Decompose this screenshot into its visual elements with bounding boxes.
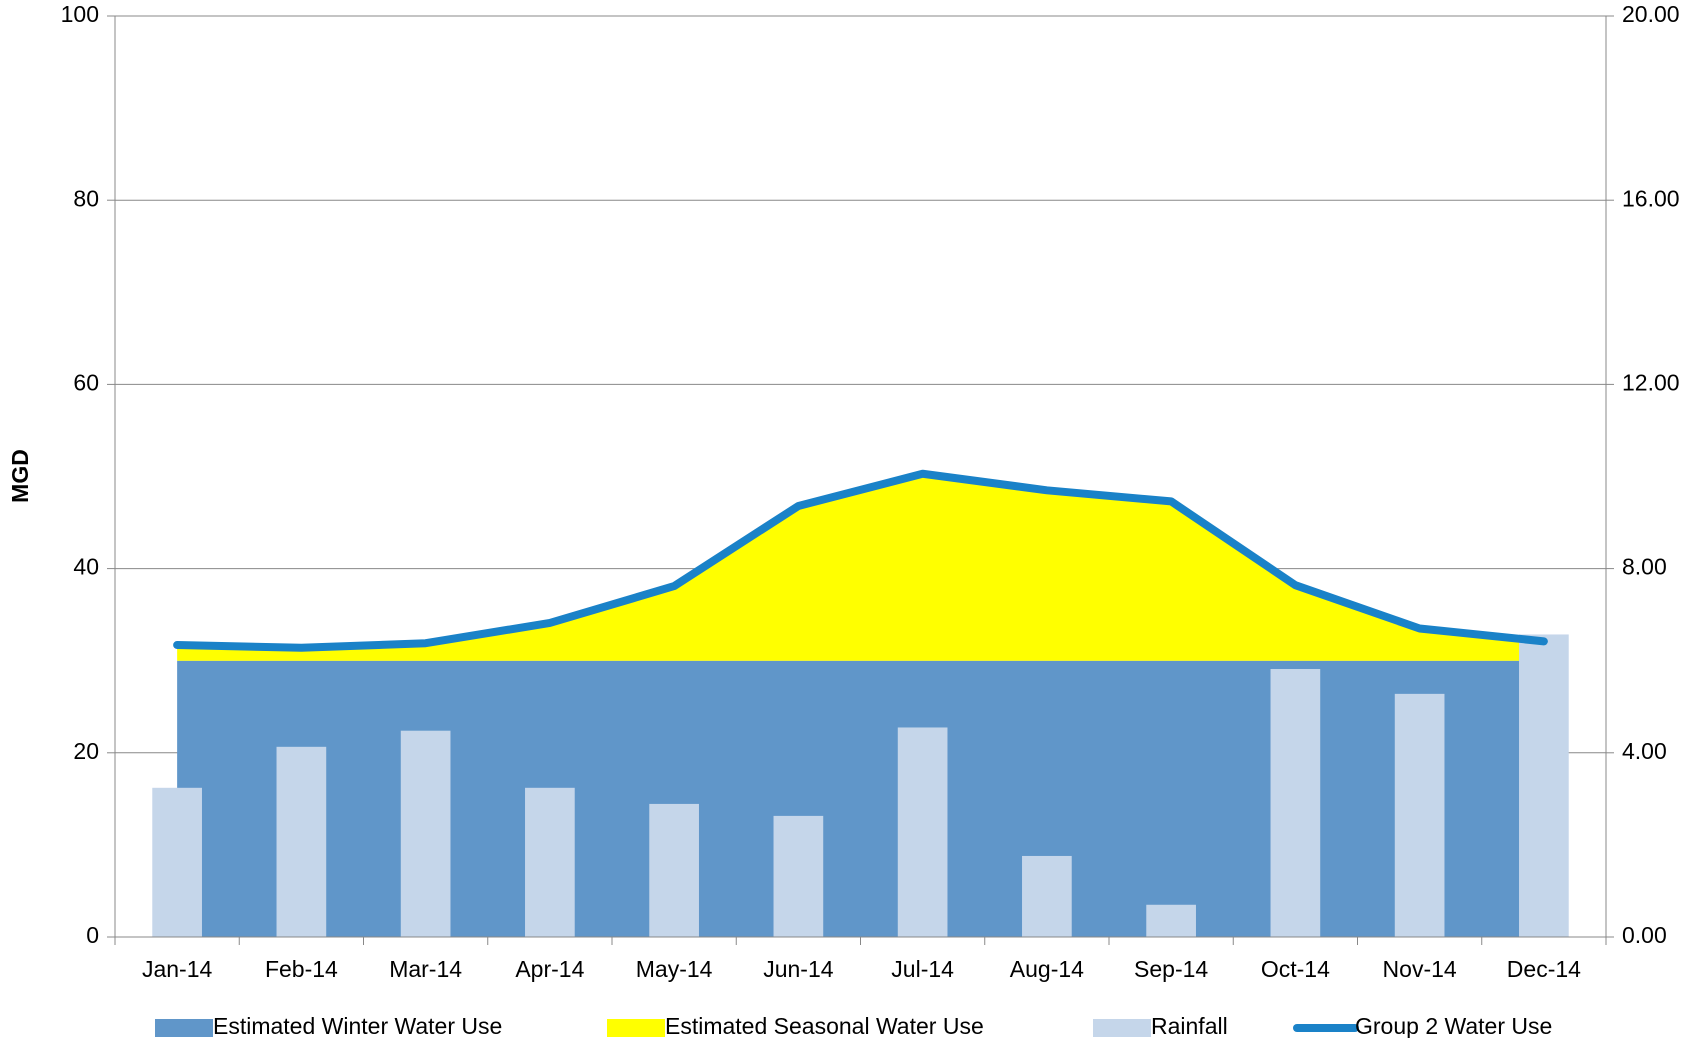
y-tick-label: 100 <box>61 1 99 27</box>
y-tick-label: 0 <box>86 922 99 948</box>
line <box>173 469 1548 652</box>
x-tick-label: May-14 <box>636 956 713 982</box>
bar <box>897 727 948 937</box>
x-tick-label: Nov-14 <box>1383 956 1457 982</box>
x-tick-label: Oct-14 <box>1261 956 1330 982</box>
legend-label: Estimated Seasonal Water Use <box>665 1013 984 1038</box>
bar <box>152 787 202 937</box>
legend-label: Group 2 Water Use <box>1355 1013 1552 1038</box>
bar <box>400 730 451 937</box>
x-tick-label: Jul-14 <box>891 956 954 982</box>
bar <box>1519 634 1569 937</box>
bar <box>773 815 824 937</box>
y-tick-label: 20 <box>73 738 99 764</box>
bar <box>525 787 575 937</box>
legend-swatch <box>155 1019 213 1037</box>
x-tick-label: Feb-14 <box>265 956 338 982</box>
x-tick-label: Mar-14 <box>389 956 462 982</box>
legend-label: Estimated Winter Water Use <box>213 1013 502 1038</box>
area <box>177 473 1544 661</box>
bar <box>649 803 699 937</box>
bar <box>1394 693 1445 937</box>
area <box>177 660 1544 937</box>
bar <box>1022 855 1072 937</box>
y2-tick-label: 16.00 <box>1622 185 1680 211</box>
y2-tick-label: 4.00 <box>1622 738 1667 764</box>
bar <box>1146 904 1196 937</box>
legend-swatch <box>1093 1019 1151 1037</box>
y-tick-label: 80 <box>73 185 99 211</box>
legend-label: Rainfall <box>1151 1013 1228 1038</box>
legend-swatch <box>607 1019 665 1037</box>
y2-tick-label: 12.00 <box>1622 369 1680 395</box>
y2-tick-label: 20.00 <box>1622 1 1680 27</box>
x-tick-label: Jun-14 <box>763 956 834 982</box>
y2-tick-label: 8.00 <box>1622 554 1667 580</box>
x-tick-label: Aug-14 <box>1010 956 1084 982</box>
y2-tick-label: 0.00 <box>1622 922 1667 948</box>
y-axis-label: MGD <box>7 449 33 503</box>
x-tick-label: Dec-14 <box>1507 956 1581 982</box>
bar <box>276 746 327 937</box>
y-tick-label: 40 <box>73 554 99 580</box>
x-tick-label: Sep-14 <box>1134 956 1208 982</box>
y-tick-label: 60 <box>73 369 99 395</box>
x-tick-label: Jan-14 <box>142 956 213 982</box>
x-tick-label: Apr-14 <box>515 956 584 982</box>
bar <box>1270 668 1321 937</box>
